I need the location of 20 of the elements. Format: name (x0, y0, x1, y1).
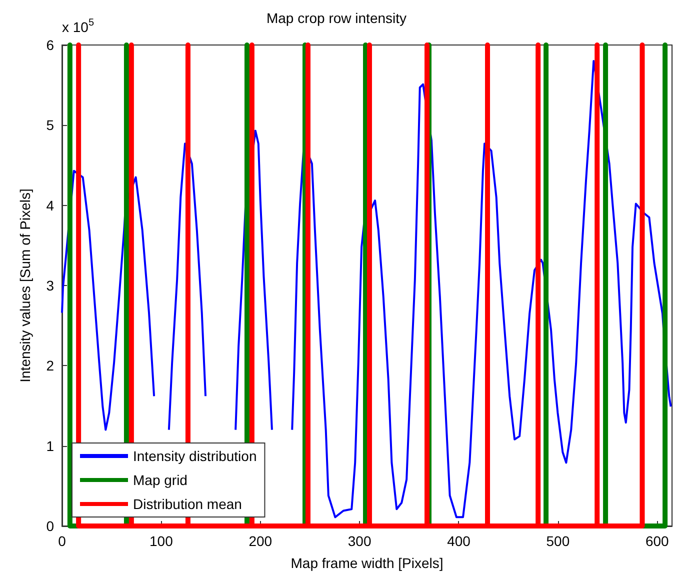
legend-label: Distribution mean (133, 496, 242, 512)
y-axis-title: Intensity values [Sum of Pixels] (17, 188, 33, 382)
y-tick-label: 0 (46, 518, 54, 534)
x-tick-label: 0 (58, 533, 66, 549)
x-axis-title: Map frame width [Pixels] (290, 555, 444, 571)
y-tick-label: 5 (46, 117, 54, 134)
legend-label: Map grid (133, 472, 188, 488)
chart-title: Map crop row intensity (266, 10, 407, 26)
y-tick-label: 2 (46, 358, 54, 374)
y-tick-label: 1 (46, 438, 54, 454)
x-tick-label: 300 (348, 533, 372, 549)
x-tick-label: 400 (447, 533, 471, 549)
x-tick-label: 100 (150, 533, 174, 549)
y-tick-label: 4 (46, 197, 54, 214)
x-tick-label: 600 (645, 533, 670, 549)
legend-label: Intensity distribution (133, 448, 257, 464)
x-tick-label: 500 (546, 533, 570, 549)
y-tick-label: 6 (46, 37, 54, 53)
x-tick-label: 200 (248, 533, 272, 549)
y-tick-label: 3 (46, 278, 54, 294)
